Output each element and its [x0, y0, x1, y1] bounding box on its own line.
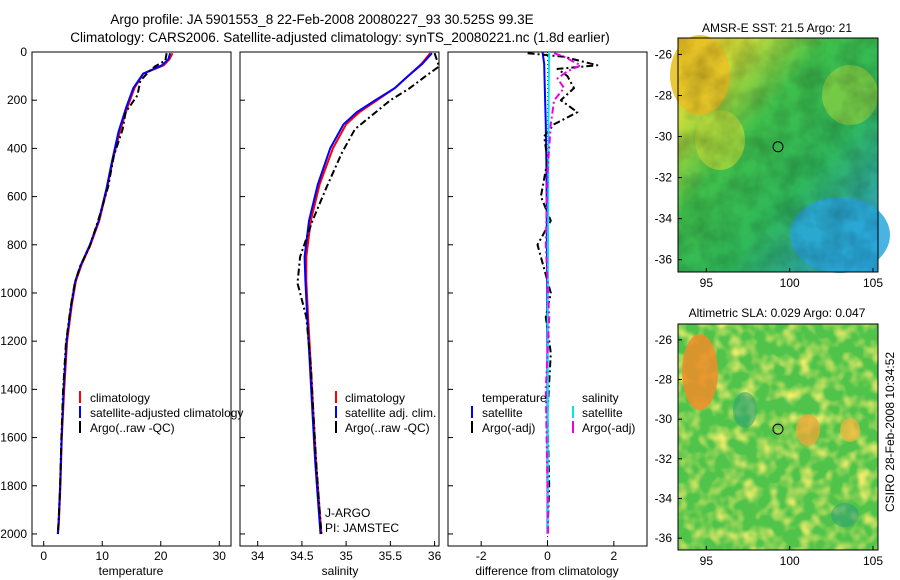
- pressure-tick-label: 1000: [0, 286, 27, 300]
- pressure-tick-label: 1800: [0, 479, 27, 493]
- map-x-tick-label: 95: [700, 554, 714, 568]
- legend-sal-sat-label: satellite: [582, 406, 623, 420]
- sla-map-axes: 95 100 105 -26 -28 -30 -32 -34 -36: [655, 333, 884, 568]
- x-tick-label: 2: [610, 549, 617, 563]
- pressure-tick-label: 400: [7, 141, 27, 155]
- legend-temp-sat-label: satellite: [482, 406, 523, 420]
- x-tick-label: 0: [40, 549, 47, 563]
- legend-temperature-title: temperature: [482, 391, 547, 405]
- map-y-tick-label: -34: [655, 212, 673, 226]
- sla-low-patch: [733, 392, 757, 428]
- legend-clim-label: climatology: [345, 391, 405, 405]
- sst-texture: [678, 38, 878, 272]
- difference-xlabel: difference from climatology: [475, 564, 618, 578]
- series-satellite-adj-clim: [303, 52, 433, 535]
- map-y-tick-label: -36: [655, 531, 673, 545]
- legend-argo-label: Argo(..raw -QC): [345, 421, 430, 435]
- map-x-tick-label: 100: [780, 554, 800, 568]
- map-y-tick-label: -28: [655, 373, 673, 387]
- temperature-panel-frame: [31, 51, 232, 547]
- sla-map-frame: [677, 323, 879, 551]
- sla-high-patch: [682, 334, 718, 410]
- x-tick-label: 0: [544, 549, 551, 563]
- legend-salinity-title: salinity: [582, 391, 619, 405]
- legend-temp-argo-label: Argo(-adj): [482, 421, 535, 435]
- series-climatology: [305, 52, 431, 535]
- float-program-note: J-ARGO: [325, 506, 370, 520]
- series-temperature-argo-adj: [527, 52, 599, 535]
- x-tick-label: 34: [251, 549, 265, 563]
- x-tick-label: 10: [96, 549, 110, 563]
- pressure-tick-label: 1200: [0, 334, 27, 348]
- map-y-tick-label: -36: [655, 253, 673, 267]
- argo-float-marker: [772, 423, 784, 435]
- map-x-tick-label: 100: [780, 276, 800, 290]
- temperature-legend: climatology satellite-adjusted climatolo…: [79, 391, 243, 435]
- salinity-x-axis: 34 34.5 35 35.5 36: [251, 541, 442, 563]
- difference-x-axis: -2 0 2: [476, 541, 617, 563]
- x-tick-label: 35: [339, 549, 353, 563]
- sst-map-title: AMSR-E SST: 21.5 Argo: 21: [702, 21, 852, 35]
- pressure-tick-label: 0: [20, 45, 27, 59]
- sla-low-patch: [831, 503, 859, 527]
- map-y-tick-label: -32: [655, 452, 673, 466]
- temperature-series: [56, 52, 174, 535]
- map-y-tick-label: -34: [655, 491, 673, 505]
- pressure-tick-label: 1600: [0, 431, 27, 445]
- series-climatology: [57, 52, 174, 535]
- pressure-tick-label: 200: [7, 93, 27, 107]
- sst-map-frame: [677, 37, 879, 273]
- map-y-tick-label: -30: [655, 412, 673, 426]
- x-tick-label: 35.5: [379, 549, 403, 563]
- sst-map: 95 100 105 -26 -28 -30 -32 -34 -36: [655, 35, 890, 290]
- principal-investigator-note: PI: JAMSTEC: [325, 521, 399, 535]
- pressure-tick-label: 2000: [0, 527, 27, 541]
- map-x-tick-label: 105: [863, 554, 883, 568]
- salinity-panel-frame: [239, 51, 440, 547]
- map-y-tick-label: -28: [655, 88, 673, 102]
- pressure-tick-label: 600: [7, 190, 27, 204]
- pressure-axis: 0 200 400 600 800 1000 1200 1400 1600 1800 2000: [0, 45, 453, 541]
- salinity-xlabel: salinity: [322, 564, 359, 578]
- map-y-tick-label: -30: [655, 130, 673, 144]
- legend-clim-label: climatology: [90, 391, 150, 405]
- series-salinity-satellite: [546, 51, 551, 534]
- pressure-tick-label: 1400: [0, 382, 27, 396]
- temperature-x-axis: 0 10 20 30: [40, 541, 226, 563]
- sst-map-axes: 95 100 105 -26 -28 -30 -32 -34 -36: [655, 47, 884, 290]
- argo-float-marker: [772, 141, 784, 153]
- pressure-tick-label: 800: [7, 238, 27, 252]
- sla-high-patch: [840, 418, 860, 442]
- difference-legend: temperature satellite Argo(-adj) salinit…: [471, 391, 635, 435]
- x-tick-label: -2: [476, 549, 487, 563]
- salinity-series: [296, 52, 440, 535]
- temperature-xlabel: temperature: [99, 564, 164, 578]
- x-tick-label: 30: [213, 549, 227, 563]
- x-tick-label: 20: [154, 549, 168, 563]
- sla-map-title: Altimetric SLA: 0.029 Argo: 0.047: [689, 306, 866, 320]
- side-stamp: CSIRO 28-Feb-2008 10:34:52: [883, 352, 897, 512]
- x-tick-label: 34.5: [290, 549, 314, 563]
- series-argo-raw-qc: [56, 53, 168, 535]
- map-x-tick-label: 95: [700, 276, 714, 290]
- sla-high-patch: [796, 414, 820, 446]
- map-y-tick-label: -26: [655, 47, 673, 61]
- title-line-2: Climatology: CARS2006. Satellite-adjuste…: [70, 30, 610, 45]
- sla-map: 95 100 105 -26 -28 -30 -32 -34 -36: [655, 323, 884, 568]
- x-tick-label: 36: [428, 549, 442, 563]
- legend-argo-label: Argo(..raw -QC): [90, 421, 175, 435]
- map-x-tick-label: 105: [863, 276, 883, 290]
- series-argo-raw-qc: [296, 52, 440, 535]
- map-y-tick-label: -32: [655, 171, 673, 185]
- legend-sat-label: satellite adj. clim.: [345, 406, 436, 420]
- salinity-legend: climatology satellite adj. clim. Argo(..…: [335, 391, 436, 435]
- legend-sal-argo-label: Argo(-adj): [582, 421, 635, 435]
- series-salinity-argo-adj: [544, 52, 582, 535]
- legend-sat-label: satellite-adjusted climatology: [90, 406, 243, 420]
- title-line-1: Argo profile: JA 5901553_8 22-Feb-2008 2…: [110, 12, 533, 27]
- difference-series: [527, 51, 599, 535]
- map-y-tick-label: -26: [655, 333, 673, 347]
